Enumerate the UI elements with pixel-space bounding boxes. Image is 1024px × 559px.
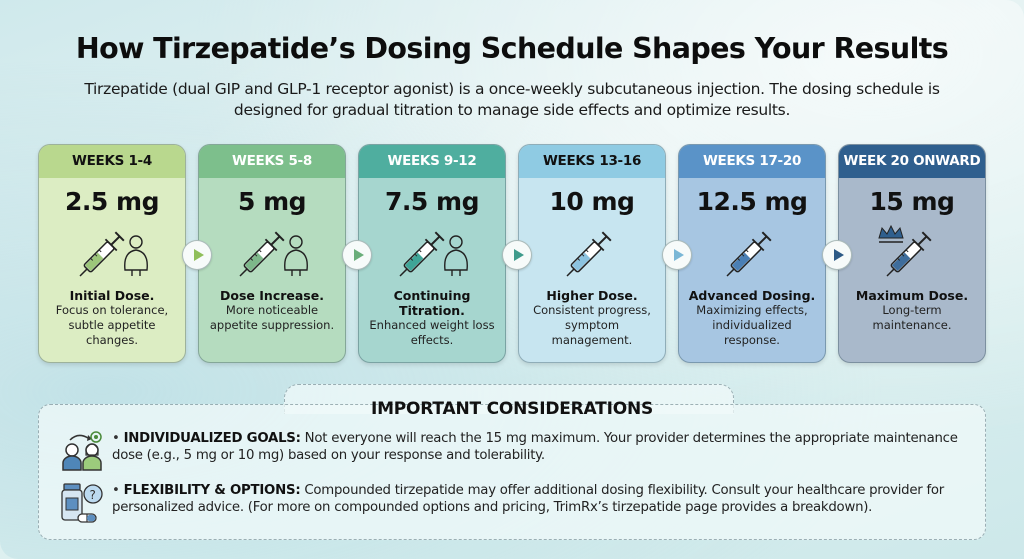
dose-card-2: WEEKS 5-8 5 mg Dose Increase. More noticeab… <box>198 144 346 363</box>
card-label: Dose Increase. <box>220 288 324 303</box>
card-period: WEEKS 1-4 <box>39 145 185 178</box>
considerations-panel <box>38 404 986 540</box>
card-label: Maximum Dose. <box>855 288 969 303</box>
card-description: Focus on tolerance, subtle appetite chan… <box>55 303 169 347</box>
dose-card-3: WEEKS 9-12 7.5 mg Continuing Titration. Enh… <box>358 144 506 363</box>
card-period: WEEKS 9-12 <box>359 145 505 178</box>
card-label: Initial Dose. <box>69 288 155 303</box>
syringe-with-crown-icon <box>839 220 985 282</box>
card-label: Advanced Dosing. <box>688 288 816 303</box>
next-step-arrow-icon <box>182 240 212 270</box>
card-dose: 7.5 mg <box>385 187 479 216</box>
card-description: More noticeable appetite suppression. <box>209 303 335 332</box>
consideration-body: Compounded tirzepatide may offer additio… <box>112 483 945 515</box>
card-description: Maximizing effects, individualized respo… <box>696 303 808 347</box>
syringe-icon <box>519 220 665 282</box>
syringe-with-person-icon <box>359 220 505 282</box>
next-step-arrow-icon <box>822 240 852 270</box>
people-goal-icon <box>60 430 112 471</box>
consideration-heading: INDIVIDUALIZED GOALS: <box>123 431 301 446</box>
next-step-arrow-icon <box>662 240 692 270</box>
card-period: WEEKS 17-20 <box>679 145 825 178</box>
page-subtitle: Tirzepatide (dual GIP and GLP-1 receptor… <box>84 80 940 119</box>
consideration-text-flexibility: • FLEXIBILITY & OPTIONS: Compounded tirze… <box>112 483 945 515</box>
syringe-icon <box>679 220 825 282</box>
next-step-arrow-icon <box>502 240 532 270</box>
next-step-arrow-icon <box>342 240 372 270</box>
dose-card-1: WEEKS 1-4 2.5 mg Initial Dose. Focus on tol… <box>38 144 186 363</box>
considerations-title: IMPORTANT CONSIDERATIONS <box>370 399 654 419</box>
card-label: Continuing Titration. <box>393 288 471 318</box>
consideration-item-flexibility: ? • FLEXIBILITY & OPTIONS: Compounded tir… <box>60 482 980 523</box>
card-dose: 15 mg <box>869 187 955 216</box>
medication-question-icon: ? <box>60 482 112 523</box>
card-description: Consistent progress, symptom management. <box>533 303 651 347</box>
consideration-heading: FLEXIBILITY & OPTIONS: <box>123 483 301 498</box>
card-label: Higher Dose. <box>546 288 638 303</box>
card-description: Enhanced weight loss effects. <box>369 318 495 347</box>
consideration-text-goals: • INDIVIDUALIZED GOALS: Not everyone will… <box>112 431 958 463</box>
consideration-item-goals: • INDIVIDUALIZED GOALS: Not everyone will… <box>60 430 980 471</box>
card-dose: 10 mg <box>549 187 635 216</box>
syringe-with-person-icon <box>39 220 185 282</box>
card-dose: 5 mg <box>237 187 307 216</box>
dose-card-6: WEEK 20 ONWARD 15 mg Maximum Dose. Long-ter… <box>838 144 986 363</box>
syringe-with-person-icon <box>199 220 345 282</box>
svg-text:?: ? <box>90 488 96 502</box>
dose-card-5: WEEKS 17-20 12.5 mg Advanced Dosing. Maximi… <box>678 144 826 363</box>
card-description: Long-term maintenance. <box>872 303 952 332</box>
card-dose: 12.5 mg <box>696 187 808 216</box>
dose-card-4: WEEKS 13-16 10 mg Higher Dose. Consistent p… <box>518 144 666 363</box>
consideration-body: Not everyone will reach the 15 mg maximu… <box>112 431 958 463</box>
card-dose: 2.5 mg <box>65 187 159 216</box>
card-period: WEEK 20 ONWARD <box>839 145 985 178</box>
card-period: WEEKS 13-16 <box>519 145 665 178</box>
page-title: How Tirzepatide’s Dosing Schedule Shapes… <box>75 32 949 65</box>
card-period: WEEKS 5-8 <box>199 145 345 178</box>
dosing-schedule: WEEKS 1-4 2.5 mg Initial Dose. Focus on tol… <box>38 144 998 364</box>
